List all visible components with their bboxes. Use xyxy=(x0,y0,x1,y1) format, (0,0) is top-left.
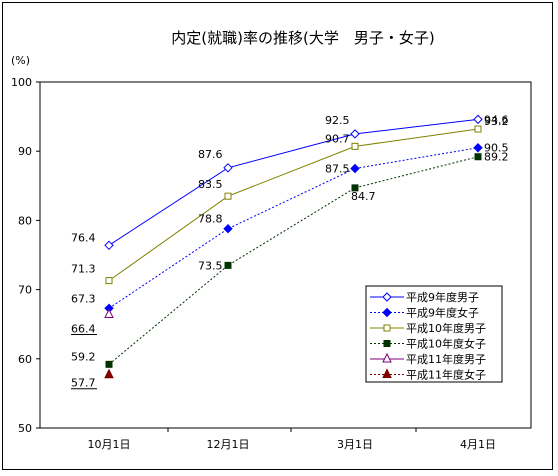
data-point xyxy=(224,192,232,200)
data-label: 73.5 xyxy=(198,259,223,272)
line-chart: 内定(就職)率の推移(大学 男子・女子) (%) 50 60 70 80 90 100 1… xyxy=(11,29,532,451)
y-tick-label: 60 xyxy=(18,353,32,366)
legend-box xyxy=(365,285,503,383)
data-label: 59.2 xyxy=(71,350,96,363)
chart-title: 内定(就職)率の推移(大学 男子・女子) xyxy=(171,29,434,47)
series-1 xyxy=(104,114,483,251)
data-point xyxy=(474,153,482,161)
data-label: 87.5 xyxy=(325,163,350,176)
series-line xyxy=(108,156,479,365)
data-label: 93.2 xyxy=(484,115,509,128)
data-point xyxy=(473,114,483,125)
data-label: 94.6 xyxy=(484,113,509,126)
data-point xyxy=(223,223,233,234)
data-point xyxy=(104,240,114,251)
legend-marker xyxy=(382,307,392,318)
legend-marker xyxy=(382,292,392,302)
data-point xyxy=(351,142,359,150)
legend-label: 平成9年度男子 xyxy=(406,290,479,304)
legend: 平成9年度男子平成9年度女子平成10年度男子平成10年度女子平成11年度男子平成… xyxy=(365,285,503,383)
legend-item: 平成9年度女子 xyxy=(370,306,479,320)
data-point xyxy=(105,360,113,368)
data-point xyxy=(473,143,483,153)
data-point xyxy=(104,308,114,319)
legend-item: 平成11年度女子 xyxy=(370,368,486,382)
legend-label: 平成11年度男子 xyxy=(406,352,486,366)
legend-label: 平成10年度女子 xyxy=(406,337,486,351)
data-label: 57.7 xyxy=(71,377,96,390)
y-tick-label: 50 xyxy=(18,422,32,435)
legend-item: 平成11年度男子 xyxy=(370,352,486,366)
legend-marker xyxy=(383,324,391,332)
data-label: 87.6 xyxy=(198,148,223,161)
data-label: 71.3 xyxy=(71,263,96,276)
x-tick-label: 3月1日 xyxy=(337,438,373,451)
data-label: 66.4 xyxy=(71,323,96,336)
x-axis: 10月1日 12月1日 3月1日 4月1日 xyxy=(88,428,496,451)
data-label: 78.8 xyxy=(198,213,223,226)
legend-item: 平成10年度女子 xyxy=(370,337,486,351)
legend-marker xyxy=(383,340,391,347)
data-labels: 76.4 87.6 92.5 94.6 67.3 78.8 87.5 90.5 71.3 83.5… xyxy=(71,113,509,390)
data-label: 83.5 xyxy=(198,178,223,191)
series-5 xyxy=(104,308,114,319)
legend-label: 平成9年度女子 xyxy=(406,306,479,320)
data-point xyxy=(350,129,360,139)
legend-label: 平成11年度女子 xyxy=(406,368,486,382)
series-line xyxy=(108,118,479,246)
series-6 xyxy=(104,368,114,379)
data-label: 92.5 xyxy=(325,114,350,127)
data-point xyxy=(351,184,359,192)
series-line xyxy=(108,147,479,309)
y-tick-label: 80 xyxy=(18,214,32,227)
legend-marker xyxy=(382,352,392,363)
data-label: 67.3 xyxy=(71,292,96,305)
series-4 xyxy=(105,153,482,368)
data-label: 89.2 xyxy=(484,151,509,164)
chart-frame: 内定(就職)率の推移(大学 男子・女子) (%) 50 60 70 80 90 100 1… xyxy=(2,2,553,470)
y-axis: 50 60 70 80 90 100 xyxy=(11,76,40,435)
data-point xyxy=(350,163,360,174)
data-label: 90.7 xyxy=(325,132,350,145)
series-line xyxy=(108,128,479,282)
data-point xyxy=(105,277,113,285)
legend-marker xyxy=(382,368,392,378)
data-label: 84.7 xyxy=(351,190,376,203)
series-3 xyxy=(105,125,482,285)
x-tick-label: 10月1日 xyxy=(88,438,131,451)
data-label: 76.4 xyxy=(71,231,96,244)
y-tick-label: 100 xyxy=(11,76,32,89)
data-label: 90.5 xyxy=(484,142,509,155)
y-axis-unit: (%) xyxy=(11,54,30,67)
legend-label: 平成10年度男子 xyxy=(406,321,486,335)
data-point xyxy=(104,368,114,379)
legend-item: 平成9年度男子 xyxy=(370,290,479,304)
y-tick-label: 90 xyxy=(18,145,32,158)
x-tick-label: 4月1日 xyxy=(460,438,496,451)
data-point xyxy=(223,163,233,173)
y-tick-label: 70 xyxy=(18,284,32,297)
legend-item: 平成10年度男子 xyxy=(370,321,486,335)
series-2 xyxy=(104,143,483,313)
data-point xyxy=(224,261,232,269)
series-layer xyxy=(104,114,483,379)
x-tick-label: 12月1日 xyxy=(207,438,250,451)
data-point xyxy=(474,125,482,133)
